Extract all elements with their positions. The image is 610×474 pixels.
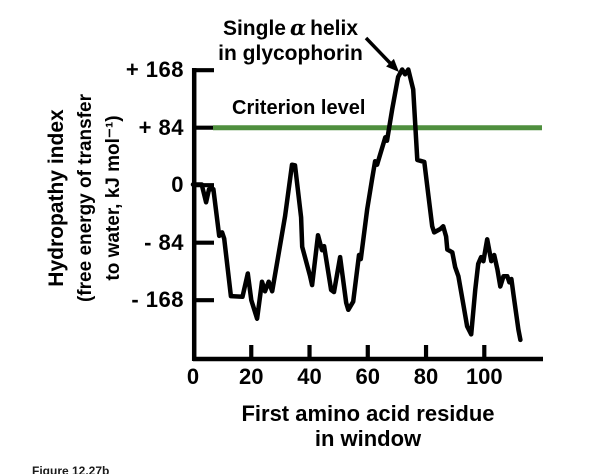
- alpha-symbol: α: [289, 15, 307, 40]
- y-tick-label: - 84: [144, 229, 184, 255]
- x-tick-label: 0: [186, 364, 200, 389]
- x-tick-label: 60: [355, 364, 380, 389]
- figure-caption: Figure 12.27b: [32, 464, 110, 474]
- y-tick-label: 0: [171, 172, 184, 198]
- annotation-word: Single: [222, 17, 286, 40]
- criterion-level-label: Criterion level: [232, 97, 366, 119]
- y-tick-label: + 84: [138, 114, 184, 140]
- annotation-arrow-head: [386, 58, 399, 72]
- annotation-line1: Single α helix: [188, 15, 393, 41]
- x-tick-label: 80: [413, 364, 439, 389]
- y-axis-label-line1: Hydropathy index: [45, 109, 68, 287]
- y-axis-label-line2: (free energy of transfer: [75, 94, 96, 303]
- x-axis-label-line2: in window: [314, 426, 422, 451]
- annotation-label: Single α helix in glycophorin: [188, 15, 393, 66]
- annotation-word: helix: [310, 17, 359, 40]
- x-axis-label: First amino acid residue in window: [218, 401, 518, 451]
- x-tick-label: 40: [297, 364, 322, 389]
- x-axis-label-line1: First amino acid residue: [241, 401, 495, 426]
- y-tick-label: + 168: [125, 57, 184, 83]
- annotation-line2: in glycophorin: [218, 42, 363, 65]
- y-tick-label: - 168: [131, 287, 184, 313]
- annotation-arrow-line: [364, 36, 393, 66]
- x-tick-label: 20: [239, 364, 264, 389]
- hydropathy-curve: [190, 67, 523, 343]
- x-tick-label: 100: [465, 364, 503, 389]
